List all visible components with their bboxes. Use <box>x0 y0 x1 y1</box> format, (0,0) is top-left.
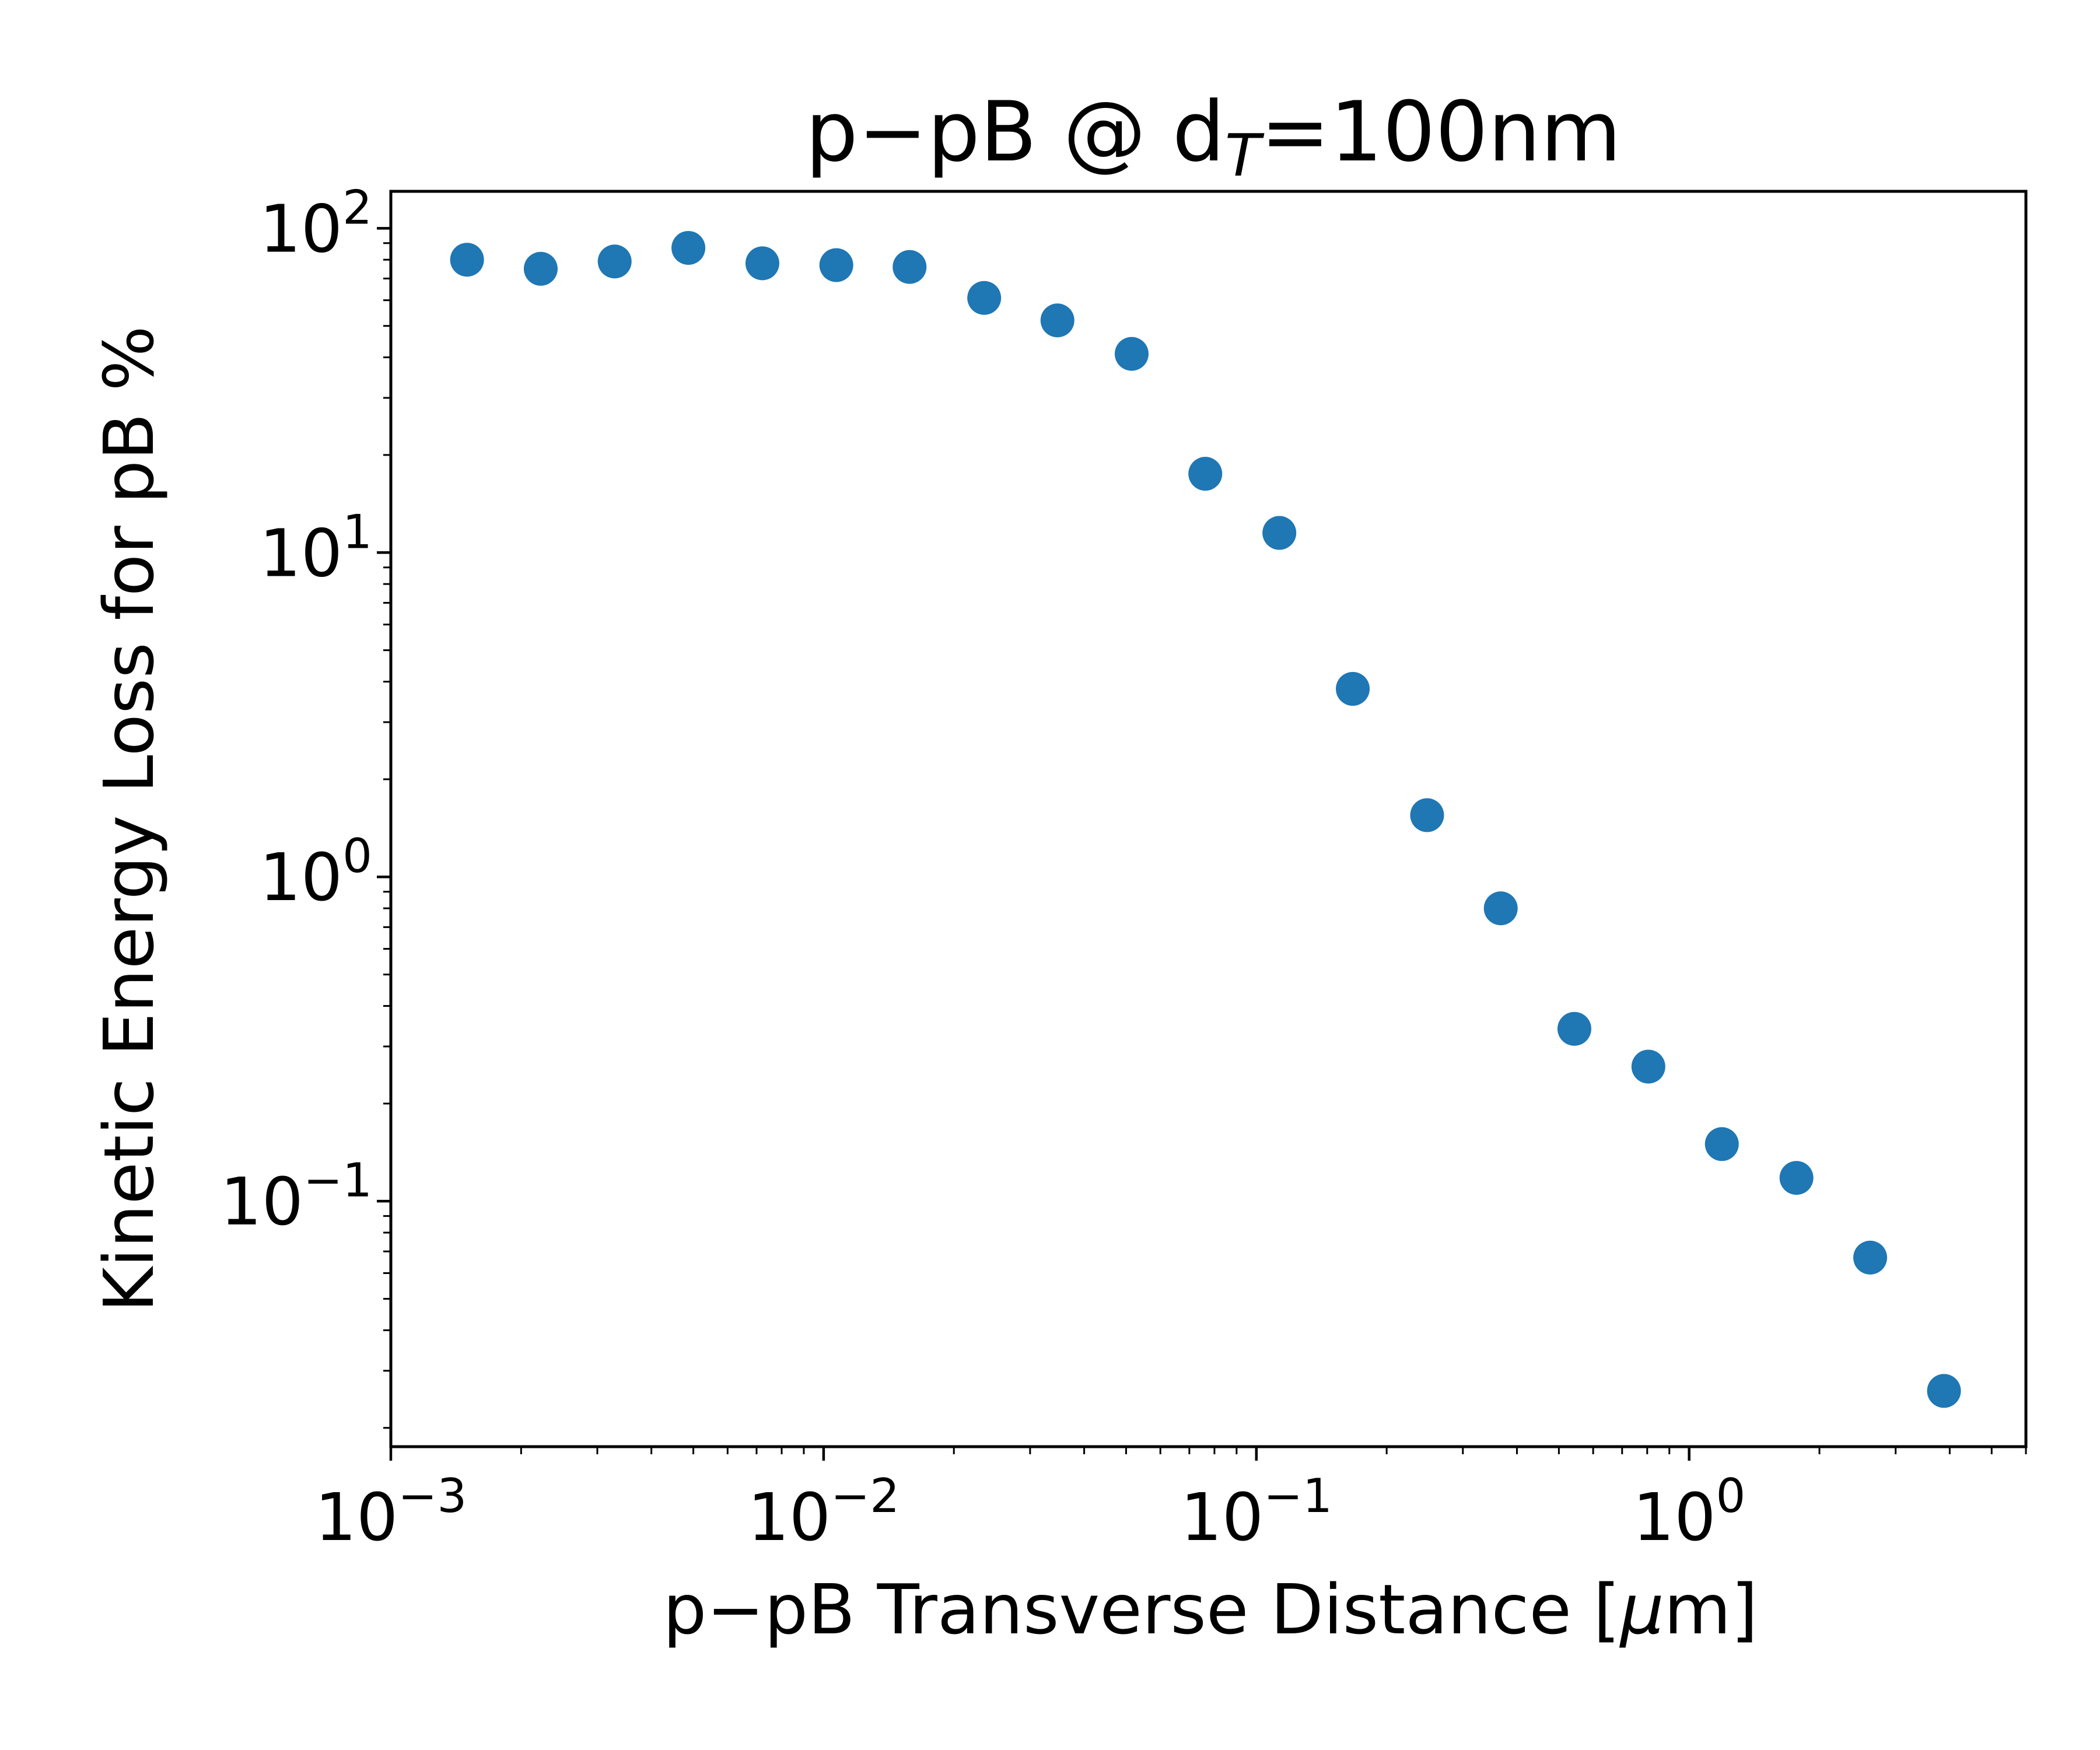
data-point <box>1927 1374 1961 1408</box>
axis-tick-labels: 10−3 10−2 10−1 100 10−1 100 101 102 <box>220 180 1746 1556</box>
y-tick-label: 102 <box>260 180 372 267</box>
data-point <box>1114 337 1149 371</box>
chart-title-subscript: T <box>1225 121 1265 190</box>
data-point <box>450 243 484 277</box>
data-point <box>1262 516 1297 550</box>
data-point <box>1631 1049 1665 1084</box>
data-points <box>450 230 1961 1408</box>
x-tick-label: 10−1 <box>1181 1469 1332 1556</box>
data-point <box>597 244 632 279</box>
x-axis-label-mu: μ <box>1619 1569 1664 1650</box>
data-point <box>523 251 558 286</box>
chart-title: p−pB @ dT=100nm <box>806 84 1622 190</box>
x-axis-label: p−pB Transverse Distance [μm] <box>663 1569 1758 1650</box>
data-point <box>1483 891 1518 926</box>
data-point <box>745 246 779 281</box>
data-point <box>1040 303 1074 338</box>
data-point <box>1188 457 1223 491</box>
data-point <box>1410 798 1444 832</box>
data-point <box>1853 1240 1888 1275</box>
data-point <box>892 250 927 284</box>
axis-ticks <box>377 227 2027 1461</box>
data-point <box>967 281 1002 315</box>
x-tick-label: 100 <box>1633 1469 1745 1556</box>
x-axis-label-suffix: m] <box>1664 1569 1758 1650</box>
y-tick-label: 100 <box>260 829 372 916</box>
x-tick-label: 10−2 <box>748 1469 900 1556</box>
y-tick-label: 10−1 <box>220 1153 372 1240</box>
chart-title-suffix: =100nm <box>1261 84 1621 180</box>
data-point <box>1779 1161 1814 1195</box>
plot-area-frame <box>389 190 2028 1448</box>
data-point <box>1704 1127 1739 1161</box>
data-point <box>819 248 853 282</box>
x-tick-label: 10−3 <box>315 1469 467 1556</box>
y-axis-label: Kinetic Energy Loss for pB % <box>89 326 169 1312</box>
y-tick-label: 101 <box>260 505 372 592</box>
data-point <box>671 230 706 265</box>
data-point <box>1557 1012 1591 1046</box>
data-point <box>1336 671 1370 706</box>
